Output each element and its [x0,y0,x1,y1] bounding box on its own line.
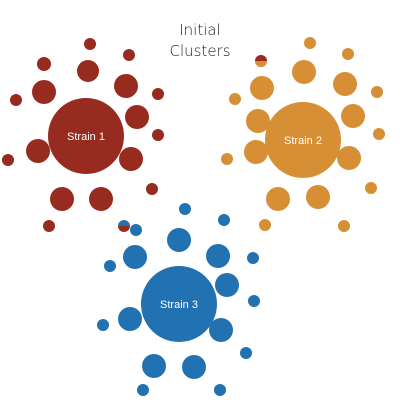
strain-3-satellite-node [206,244,230,268]
strain-2-satellite-node [306,185,330,209]
strain-2-satellite-node [365,182,377,194]
strain-1-satellite-node [152,129,164,141]
strain-3-satellite-node [137,384,149,396]
strain-3-satellite-node [179,203,191,215]
strain-2-satellite-node [338,220,350,232]
strain-2-satellite-node [250,76,274,100]
strain-3-satellite-node [118,307,142,331]
strain-2-satellite-node [292,60,316,84]
strain-2-label: Strain 2 [284,135,322,147]
strain-1-satellite-node [26,139,50,163]
strain-2-satellite-node [221,153,233,165]
strain-2-satellite-node [371,86,383,98]
strain-1-satellite-node [152,88,164,100]
strain-1-satellite-node [32,80,56,104]
strain-3-satellite-node [248,295,260,307]
strain-3-satellite-node [215,273,239,297]
strain-1-satellite-node [10,94,22,106]
strain-2-satellite-node [342,48,354,60]
strain-2-satellite-node [373,128,385,140]
strain-1-satellite-node [119,147,143,171]
strain-3-satellite-node [167,228,191,252]
strain-2-satellite-node [246,109,270,133]
mixed-strain-node [118,220,130,232]
strain-3-satellite-node [123,245,147,269]
cluster-strain-2: Strain 2 [221,37,385,232]
cluster-strain-3: Strain 3 [97,203,260,396]
strain-3-satellite-node [214,384,226,396]
strain-2-satellite-node [333,72,357,96]
overlap-marks [118,55,267,232]
strain-2-satellite-node [341,104,365,128]
strain-3-satellite-node [142,354,166,378]
strain-1-satellite-node [146,183,158,195]
mixed-strain-node [255,55,267,67]
strain-1-satellite-node [84,38,96,50]
cluster-strain-1: Strain 1 [2,38,164,232]
strain-3-satellite-node [182,355,206,379]
strain-3-center-node [141,266,217,342]
strain-3-satellite-node [247,252,259,264]
strain-3-satellite-node [130,224,142,236]
strain-3-label: Strain 3 [160,299,198,311]
strain-1-satellite-node [43,220,55,232]
strain-3-satellite-node [97,319,109,331]
strain-1-satellite-node [37,57,51,71]
strain-1-satellite-node [77,60,99,82]
strain-1-center-node [48,98,124,174]
strain-1-satellite-node [50,187,74,211]
strain-1-satellite-node [123,49,135,61]
strain-2-satellite-node [304,37,316,49]
strain-2-center-node [265,102,341,178]
diagram-title-line-1: Initial [179,21,221,39]
strain-2-satellite-node [337,146,361,170]
strain-2-satellite-node [266,187,290,211]
strain-1-satellite-node [114,74,138,98]
diagram-title-line-2: Clusters [169,42,231,60]
strain-1-satellite-node [89,187,113,211]
strain-2-satellite-node [259,219,271,231]
strain-1-satellite-node [2,154,14,166]
strain-2-satellite-node [229,93,241,105]
strain-1-satellite-node [125,105,149,129]
strain-3-satellite-node [218,214,230,226]
strain-3-satellite-node [209,318,233,342]
strain-2-satellite-node [244,140,268,164]
strain-3-satellite-node [104,260,116,272]
strain-1-label: Strain 1 [67,131,105,143]
strain-3-satellite-node [240,347,252,359]
